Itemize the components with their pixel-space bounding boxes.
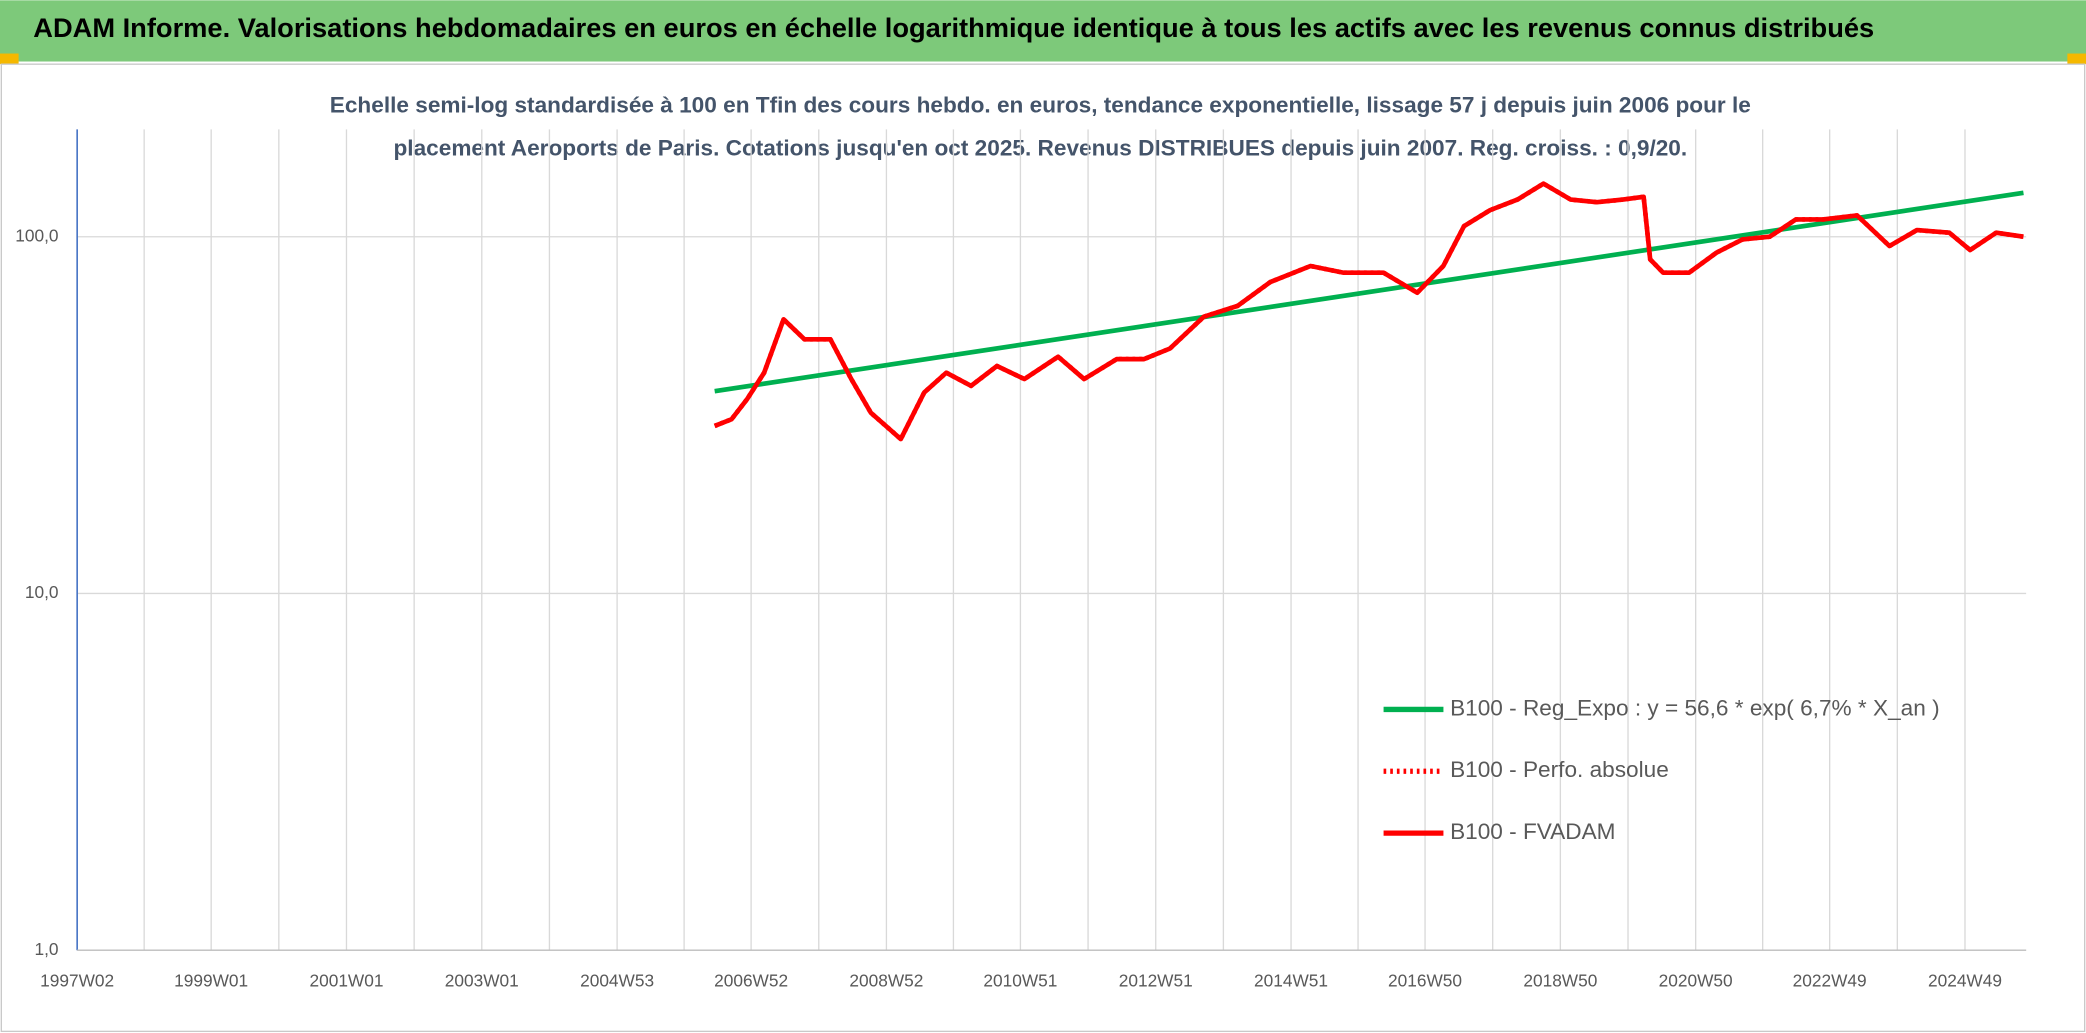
x-tick-label: 2022W49 (1793, 971, 1867, 991)
x-tick-label: 2012W51 (1119, 971, 1193, 991)
x-tick-label: 2014W51 (1254, 971, 1328, 991)
x-tick-label: 2020W50 (1659, 971, 1733, 991)
y-tick-label: 100,0 (15, 225, 58, 245)
x-tick-label: 2018W50 (1523, 971, 1597, 991)
legend-label: B100 - Reg_Expo : y = 56,6 * exp( 6,7% *… (1450, 695, 1940, 720)
x-tick-label: 2008W52 (849, 971, 923, 991)
corner (2067, 53, 2086, 65)
header-band (0, 0, 2086, 62)
chart-subtitle: placement Aeroports de Paris. Cotations … (394, 135, 1688, 160)
y-tick-label: 10,0 (25, 582, 59, 602)
x-tick-label: 2006W52 (714, 971, 788, 991)
x-tick-label: 2003W01 (445, 971, 519, 991)
chart-subtitle: Echelle semi-log standardisée à 100 en T… (330, 93, 1751, 118)
chart-title: ADAM Informe. Valorisations hebdomadaire… (33, 12, 1874, 43)
x-tick-label: 2016W50 (1388, 971, 1462, 991)
x-tick-label: 2024W49 (1928, 971, 2002, 991)
x-tick-label: 2001W01 (309, 971, 383, 991)
x-tick-label: 1997W02 (40, 971, 114, 991)
frame (0, 63, 2086, 1033)
x-tick-label: 1999W01 (174, 971, 248, 991)
y-tick-label: 1,0 (35, 939, 59, 959)
corner (0, 53, 19, 65)
x-tick-label: 2004W53 (580, 971, 654, 991)
legend-label: B100 - Perfo. absolue (1450, 757, 1669, 782)
series-line (713, 181, 2024, 442)
series-line (714, 190, 2024, 394)
legend-label: B100 - FVADAM (1450, 819, 1615, 844)
x-tick-label: 2010W51 (983, 971, 1057, 991)
